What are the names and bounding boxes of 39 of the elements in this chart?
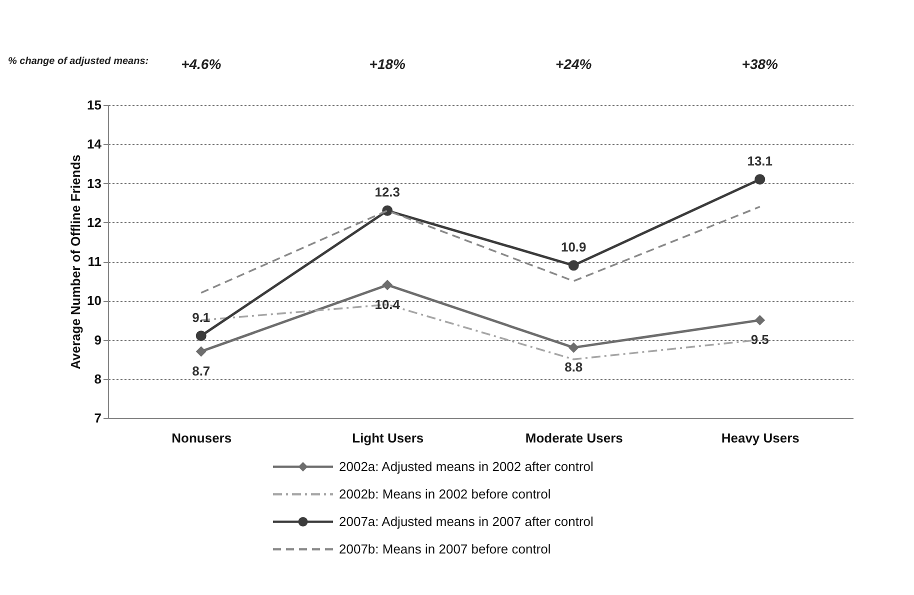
y-axis-title: Average Number of Offline Friends [68,154,84,370]
x-tick-label: Light Users [352,430,424,446]
data-label: 9.5 [750,332,769,348]
y-tick-label: 13 [87,176,102,191]
data-label: 10.9 [560,239,586,254]
y-tick-label: 9 [94,332,102,348]
y-tick-label: 7 [94,410,102,426]
x-tick-label: Heavy Users [721,430,800,446]
data-label: 13.1 [747,153,773,168]
point [568,260,579,271]
y-tick-label: 8 [94,371,102,386]
data-label: 10.4 [374,296,401,312]
point [568,342,579,353]
point [382,280,393,290]
x-tick-label: Nonusers [172,430,232,446]
line-series [200,206,761,294]
point [754,174,766,185]
data-label: 8.8 [564,360,583,375]
text: +18% [369,56,406,72]
text: +24% [556,56,592,72]
text: % change of adjusted means: [8,56,149,67]
y-tick-label: 10 [87,293,102,308]
data-label: 8.7 [192,363,210,378]
data-label: 12.3 [374,184,400,200]
legend-label: 2002b: Means in 2002 before control [339,486,551,502]
y-tick-label: 12 [87,214,102,230]
text: +4.6% [181,56,222,72]
point [196,346,206,357]
text: +38% [742,56,779,72]
legend-label: 2002a: Adjusted means in 2002 after control [339,458,594,474]
data-label: 9.1 [192,310,210,325]
legend-label: 2007a: Adjusted means in 2007 after control [339,514,594,529]
y-tick-label: 15 [87,98,102,112]
legend-label: 2007b: Means in 2007 before control [339,541,551,556]
x-tick-label: Moderate Users [525,430,623,446]
point [196,330,206,342]
point [754,314,766,326]
y-tick-label: 11 [88,254,102,269]
y-tick-label: 14 [87,136,102,152]
